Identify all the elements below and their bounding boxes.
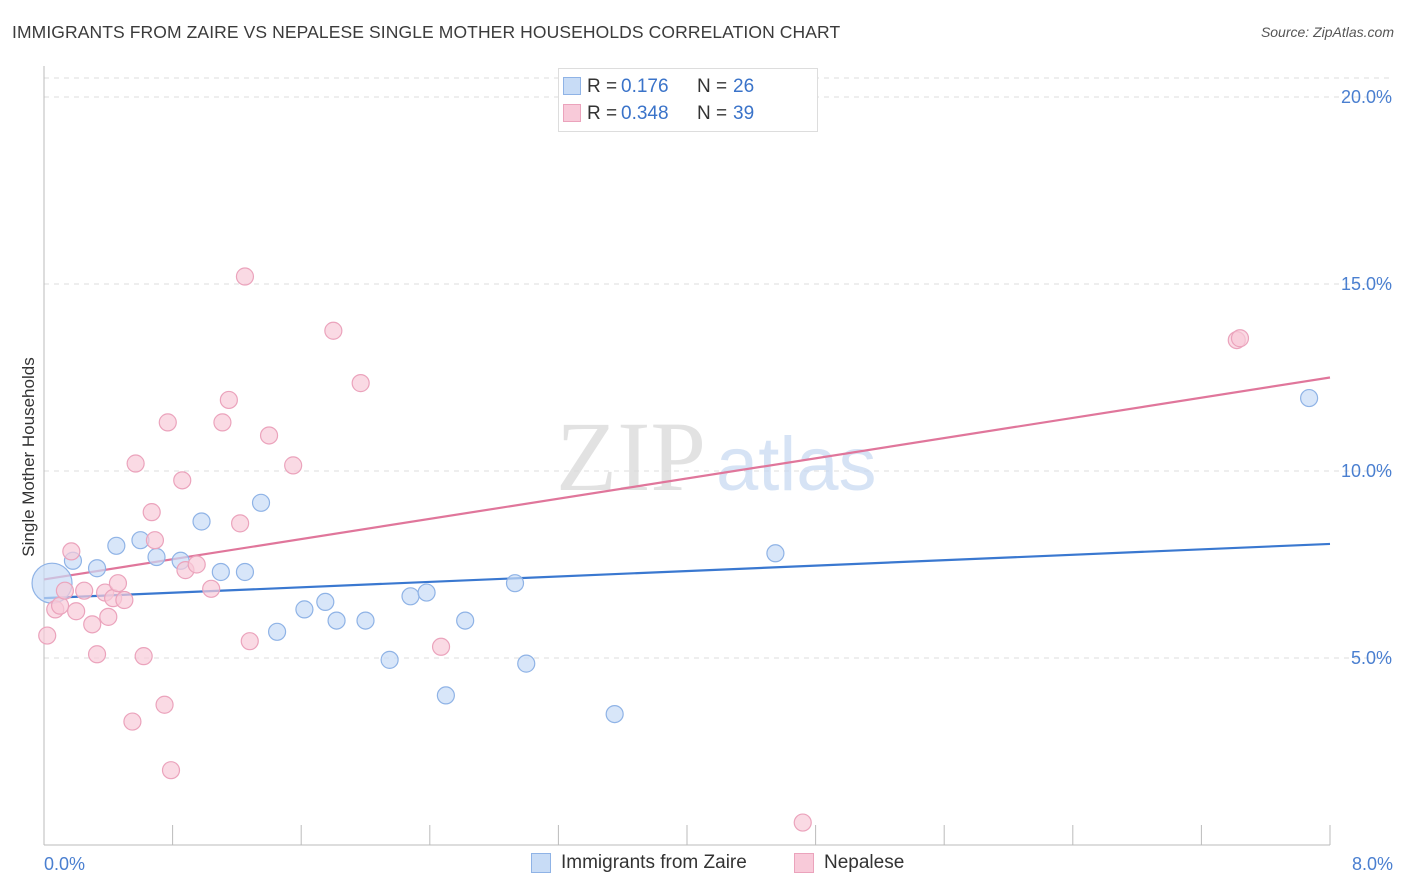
y-axis-label: Single Mother Households <box>19 357 38 556</box>
nepalese-point <box>108 574 128 593</box>
watermark-atlas: atlas <box>716 422 877 507</box>
x-tick-label: 8.0% <box>1352 854 1393 874</box>
zaire-point <box>87 559 107 578</box>
legend-item-zaire[interactable]: Immigrants from Zaire <box>531 852 747 874</box>
zaire-point <box>380 650 399 669</box>
nepalese-point <box>213 413 232 432</box>
axes <box>43 66 1331 846</box>
zaire-point <box>417 583 436 602</box>
zaire-point <box>456 611 475 630</box>
nepalese-point <box>142 503 161 522</box>
zaire-point <box>505 574 525 593</box>
nepalese-point <box>115 590 134 610</box>
nepalese-point <box>231 514 250 533</box>
zaire-point <box>192 512 211 531</box>
nepalese-point <box>187 555 206 574</box>
zaire-point <box>436 686 455 705</box>
nepalese-point <box>83 615 102 634</box>
x-tick-labels: 0.0% 8.0% <box>44 854 1393 874</box>
legend-r-value: 0.176 <box>621 76 669 97</box>
nepalese-point <box>431 637 451 656</box>
legend-n-value: 39 <box>733 103 755 124</box>
nepalese-point <box>158 413 177 432</box>
nepalese-point <box>67 602 86 621</box>
nepalese-point <box>202 579 221 598</box>
x-tick-label: 0.0% <box>44 854 85 874</box>
nepalese-point <box>126 454 145 473</box>
nepalese-point <box>1230 329 1250 348</box>
watermark-zip: ZIP <box>556 401 706 512</box>
nepalese-point <box>240 632 259 651</box>
legend-n-label: N = <box>697 76 728 97</box>
chart-title: IMMIGRANTS FROM ZAIRE VS NEPALESE SINGLE… <box>12 22 841 42</box>
trend-lines <box>43 376 1331 600</box>
zaire-point <box>267 622 287 641</box>
legend-item-nepalese[interactable]: Nepalese <box>794 852 904 874</box>
y-tick-label: 10.0% <box>1341 461 1392 481</box>
nepalese-point <box>38 626 57 645</box>
zaire-point <box>147 547 166 567</box>
legend-n-value: 26 <box>733 76 755 97</box>
zaire-point <box>316 592 335 612</box>
zaire-point <box>251 493 271 512</box>
nepalese-point <box>99 607 118 626</box>
zaire-point <box>356 611 375 630</box>
legend-swatch-pink <box>563 104 581 122</box>
nepalese-point <box>134 647 153 666</box>
nepalese-point <box>284 456 303 475</box>
zaire-point <box>211 562 230 582</box>
zaire-point <box>401 587 420 606</box>
legend-r-value: 0.348 <box>621 103 669 124</box>
nepalese-point <box>123 712 142 731</box>
zaire-point <box>605 704 624 724</box>
nepalese-point <box>87 645 107 664</box>
legend-label-zaire: Immigrants from Zaire <box>561 852 747 873</box>
legend-label-nepalese: Nepalese <box>824 852 905 873</box>
watermark: ZIP atlas <box>556 401 877 512</box>
zaire-trend-line <box>43 542 1331 600</box>
y-tick-label: 5.0% <box>1351 648 1392 668</box>
zaire-point <box>517 654 536 673</box>
legend-r-label: R = <box>587 76 618 97</box>
nepalese-point <box>161 761 181 780</box>
nepalese-point <box>324 321 343 340</box>
nepalese-point <box>235 267 255 286</box>
zaire-point <box>1300 388 1319 408</box>
legend-swatch-blue <box>531 853 551 873</box>
legend-n-label: N = <box>697 103 728 124</box>
y-tick-labels: 5.0% 10.0% 15.0% 20.0% <box>1341 87 1392 668</box>
zaire-point <box>327 611 346 630</box>
legend-row-zaire: R = 0.176 N = 26 <box>563 74 755 100</box>
zaire-point <box>295 600 314 619</box>
nepalese-point <box>351 374 370 393</box>
nepalese-point <box>173 471 192 490</box>
legend-swatch-blue <box>563 77 581 95</box>
series-legend: Immigrants from Zaire Nepalese <box>0 850 1406 880</box>
nepalese-point <box>145 531 165 550</box>
legend-row-nepalese: R = 0.348 N = 39 <box>563 101 755 127</box>
correlation-legend: R = 0.176 N = 26 R = 0.348 N = 39 <box>558 68 818 132</box>
zaire-point <box>107 536 126 555</box>
nepalese-point <box>155 695 174 714</box>
nepalese-point <box>75 581 94 600</box>
nepalese-point <box>219 390 238 410</box>
nepalese-point <box>55 581 74 600</box>
nepalese-point <box>259 426 279 445</box>
y-tick-label: 20.0% <box>1341 87 1392 107</box>
nepalese-point <box>793 813 812 832</box>
source-label: Source: ZipAtlas.com <box>1260 24 1394 40</box>
zaire-point <box>235 562 255 582</box>
zaire-point <box>766 544 785 563</box>
data-points <box>31 267 1319 832</box>
legend-r-label: R = <box>587 103 618 124</box>
legend-swatch-pink <box>794 853 814 873</box>
nepalese-trend-line <box>43 376 1331 581</box>
nepalese-point <box>62 542 81 561</box>
y-tick-label: 15.0% <box>1341 274 1392 294</box>
